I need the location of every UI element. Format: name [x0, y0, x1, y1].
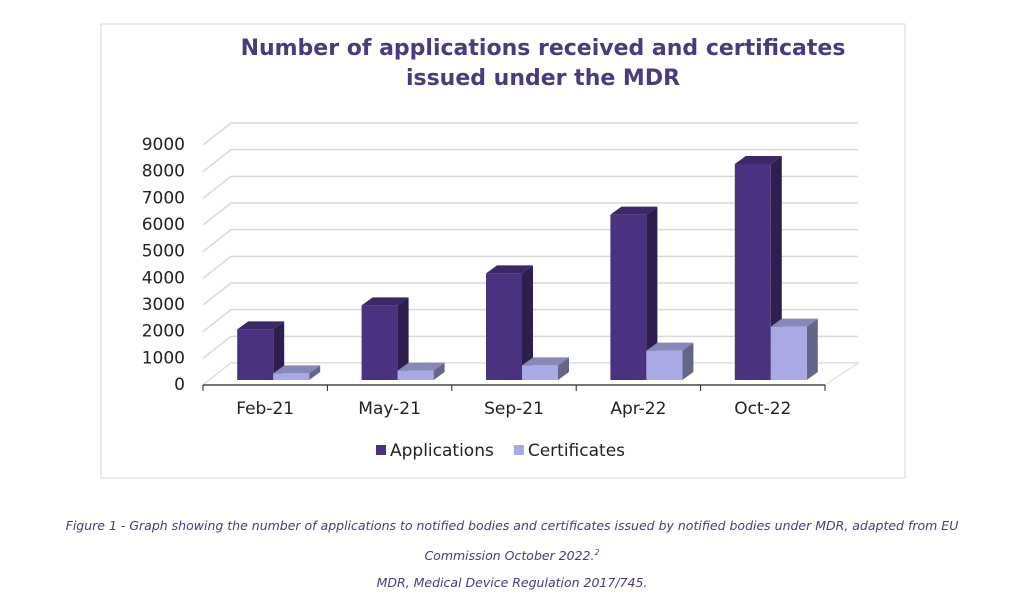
back-wall	[203, 123, 231, 385]
y-tick-label: 9000	[142, 135, 185, 155]
bar-front	[734, 164, 771, 380]
bar-side	[682, 342, 694, 380]
bar-front	[273, 373, 310, 380]
bar-front	[610, 214, 647, 380]
bar-top	[770, 318, 818, 327]
bar-top	[361, 297, 409, 306]
bar-front	[770, 326, 807, 380]
bar-top	[237, 321, 285, 330]
bar-top	[646, 342, 694, 351]
y-tick-label: 6000	[142, 215, 185, 235]
x-tick-label: May-21	[358, 399, 421, 419]
bar-front	[361, 305, 398, 380]
bar	[522, 357, 569, 380]
bar-top	[486, 265, 533, 274]
legend-swatch	[376, 445, 386, 455]
x-tick-label: Oct-22	[734, 399, 791, 419]
y-tick-label: 4000	[142, 268, 185, 288]
grid-line	[202, 148, 858, 173]
bar-front	[237, 329, 274, 380]
chart: Number of applications received and cert…	[100, 23, 906, 479]
y-tick-label: 2000	[142, 322, 185, 342]
grid-line	[202, 202, 858, 226]
chart-title: Number of applications received and cert…	[240, 36, 846, 91]
bar	[361, 297, 409, 380]
bar-side	[309, 365, 321, 380]
bar	[646, 342, 694, 380]
bar-side	[522, 265, 533, 380]
bar-front	[397, 370, 434, 380]
y-tick-label: 3000	[142, 295, 185, 315]
y-tick-label: 5000	[142, 242, 185, 262]
bar-top	[522, 357, 569, 366]
x-tick-label: Feb-21	[236, 399, 294, 419]
caption-note: MDR, Medical Device Regulation 2017/745.	[376, 575, 648, 591]
bar	[610, 206, 658, 380]
y-tick-label: 0	[174, 375, 185, 395]
bar-top	[734, 156, 782, 164]
title-box: Number of applications received and cert…	[240, 36, 846, 91]
caption-main: Figure 1 - Graph showing the number of a…	[65, 518, 959, 564]
bar	[770, 318, 818, 380]
bar	[273, 365, 321, 380]
bar-front	[646, 350, 683, 380]
bar	[237, 321, 285, 380]
legend-label: Applications	[390, 441, 494, 461]
bar-front	[522, 365, 558, 380]
bar-side	[397, 297, 409, 380]
bar-side	[273, 321, 285, 380]
caption-text: Figure 1 - Graph showing the number of a…	[40, 512, 984, 569]
y-tick-label: 7000	[142, 188, 185, 208]
y-tick-label: 8000	[142, 162, 185, 182]
legend-label: Certificates	[528, 441, 625, 461]
bar	[397, 362, 445, 380]
bar-top	[397, 362, 445, 371]
grid-line	[202, 175, 858, 199]
bar-side	[558, 357, 569, 380]
grid-line	[202, 122, 858, 146]
bar	[486, 265, 533, 380]
bar-side	[433, 362, 445, 380]
y-tick-label: 1000	[142, 348, 185, 368]
x-tick-label: Apr-22	[610, 399, 666, 419]
caption: Figure 1 - Graph showing the number of a…	[40, 512, 984, 596]
bar-top	[610, 206, 658, 215]
bar-side	[646, 206, 658, 380]
bar-front	[486, 273, 522, 380]
bar-top	[273, 365, 321, 374]
caption-ref: 2	[594, 548, 600, 557]
legend-swatch	[513, 445, 524, 455]
x-tick-label: Sep-21	[484, 399, 544, 419]
bar-side	[806, 318, 818, 380]
